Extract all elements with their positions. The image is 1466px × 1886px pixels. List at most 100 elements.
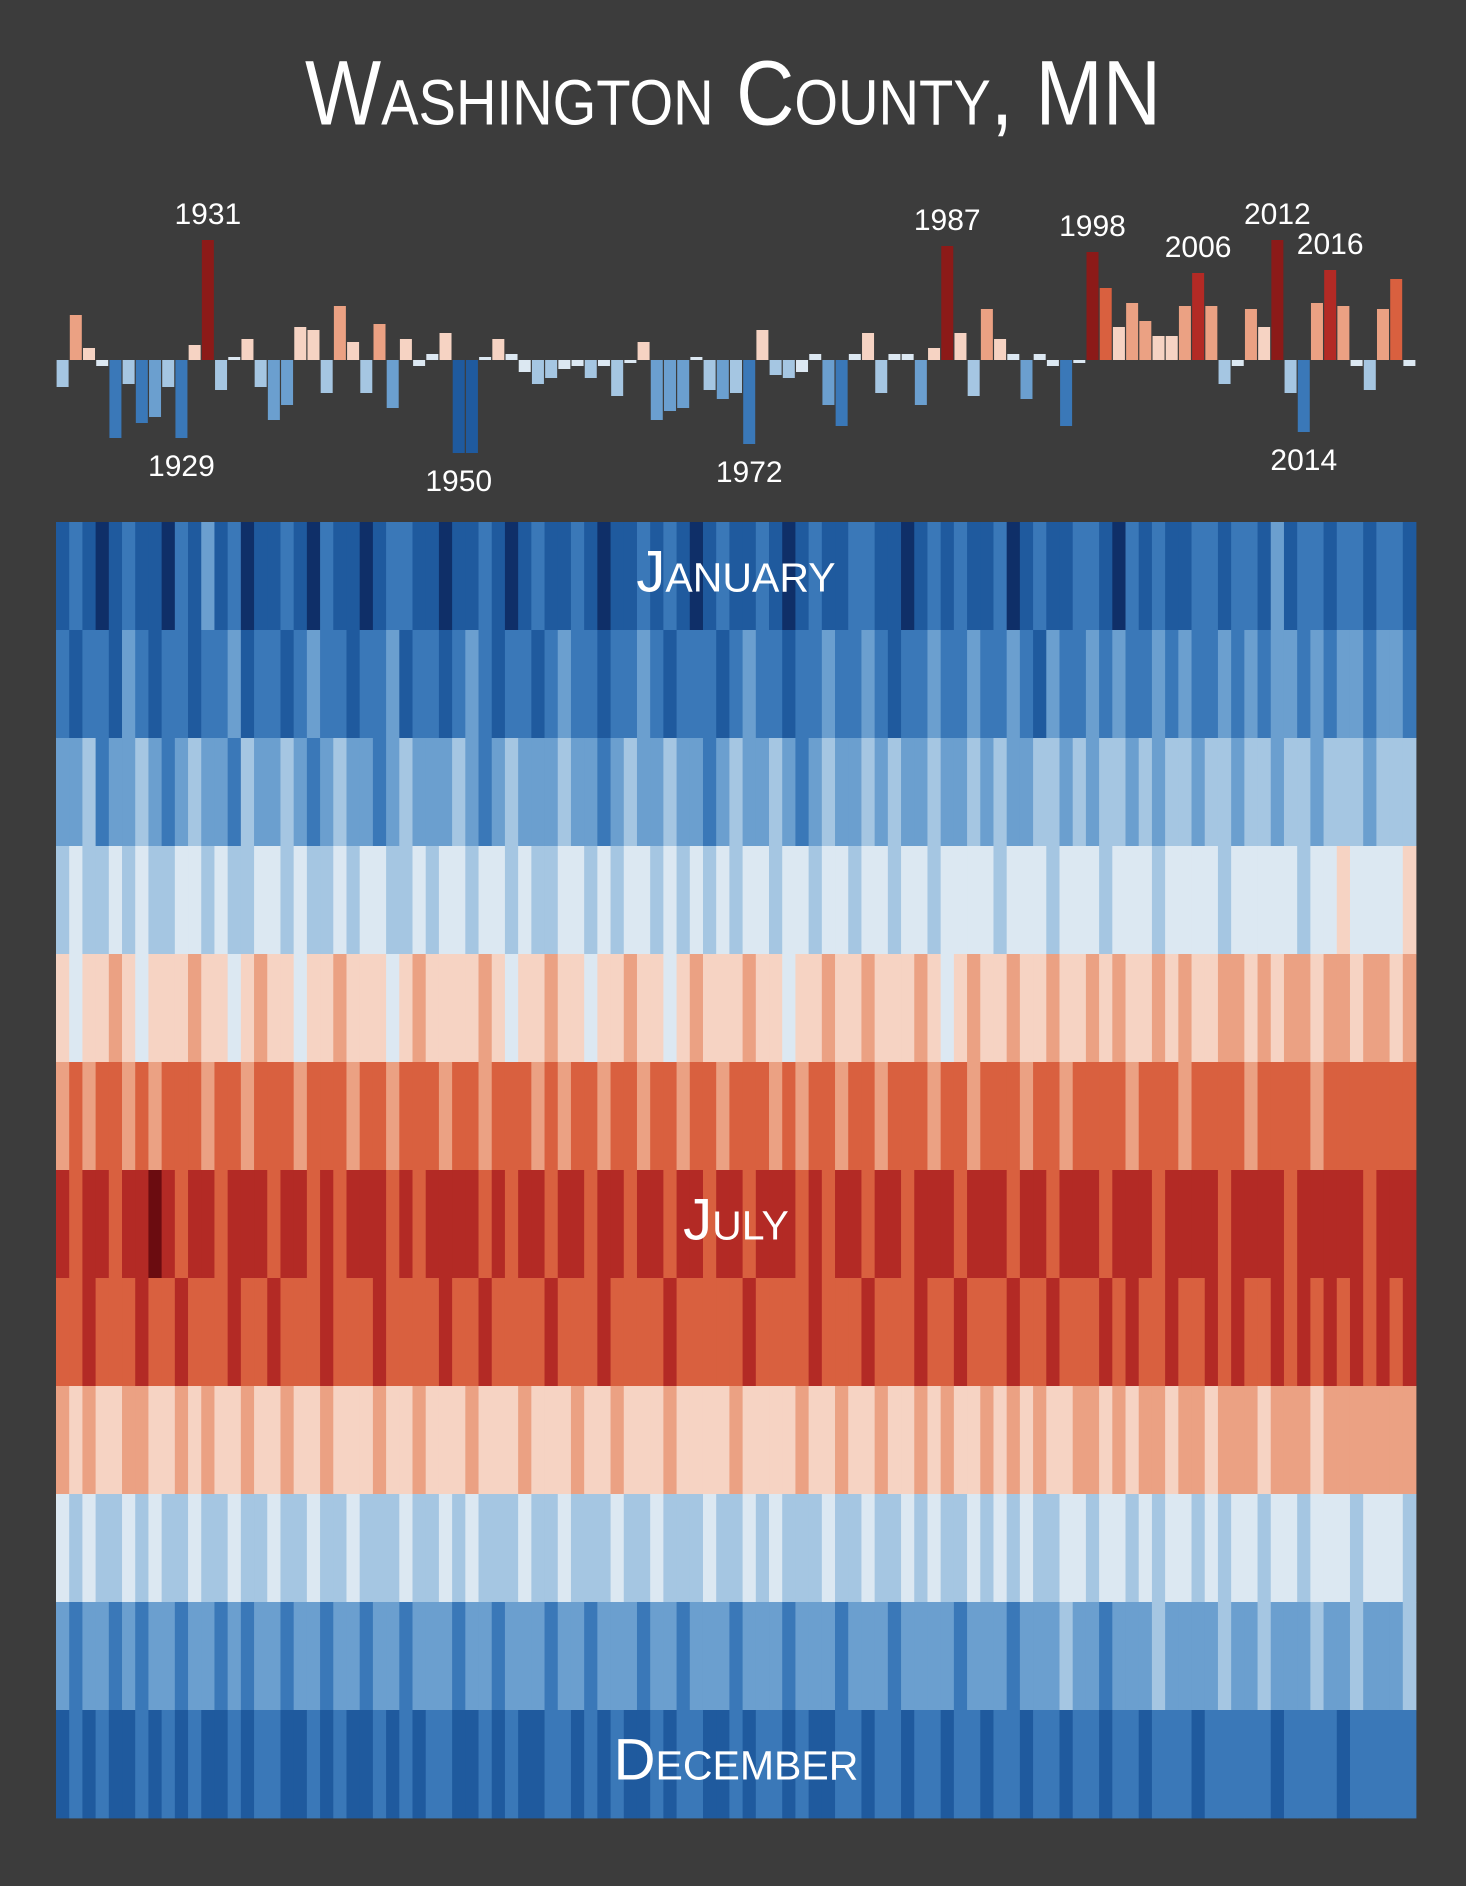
heatmap-cell [254, 1710, 268, 1819]
heatmap-cell [901, 1278, 915, 1387]
heatmap-cell [372, 1602, 387, 1711]
heatmap-cell [346, 1170, 361, 1279]
bar [1403, 360, 1416, 366]
heatmap-cell [1125, 1602, 1140, 1711]
heatmap-cell [56, 1602, 70, 1711]
heatmap-cell [1323, 1710, 1338, 1819]
heatmap-cell [1231, 1602, 1245, 1711]
heatmap-cell [1019, 1386, 1034, 1495]
heatmap-cell [293, 1278, 308, 1387]
heatmap-cell [584, 1710, 598, 1819]
heatmap-cell [636, 630, 651, 739]
month-label: July [683, 1187, 789, 1252]
heatmap-cell [742, 1170, 757, 1279]
heatmap-cell [518, 1278, 532, 1387]
heatmap-cell [452, 1278, 466, 1387]
heatmap-cell [967, 1278, 981, 1387]
heatmap-cell [122, 1602, 136, 1711]
heatmap-cell [848, 1278, 862, 1387]
heatmap-cell [901, 630, 915, 739]
heatmap-cell [1191, 630, 1206, 739]
heatmap-cell [729, 1494, 744, 1603]
heatmap-cell [1099, 1278, 1113, 1387]
heatmap-cell [188, 1494, 202, 1603]
heatmap-cell [412, 954, 427, 1063]
heatmap-cell [1046, 954, 1060, 1063]
heatmap-cell [636, 522, 651, 631]
heatmap-cell [452, 1386, 466, 1495]
heatmap-cell [940, 1062, 955, 1171]
heatmap-cell [95, 522, 110, 631]
heatmap-cell [122, 954, 136, 1063]
heatmap-cell [240, 954, 255, 1063]
bar [56, 360, 69, 387]
heatmap-cell [333, 630, 347, 739]
heatmap-cell [122, 1710, 136, 1819]
heatmap-cell [82, 522, 97, 631]
heatmap-cell [1257, 522, 1272, 631]
heatmap-cell [240, 1602, 255, 1711]
heatmap-cell [504, 954, 519, 1063]
heatmap-cell [240, 1710, 255, 1819]
heatmap-cell [1323, 1602, 1338, 1711]
heatmap-cell [1363, 522, 1377, 631]
heatmap-cell [1138, 1494, 1153, 1603]
heatmap-cell [95, 1278, 110, 1387]
heatmap-cell [953, 1062, 968, 1171]
heatmap-cell [544, 954, 559, 1063]
heatmap-cell [953, 846, 968, 955]
heatmap-cell [386, 1710, 400, 1819]
heatmap-cell [56, 1278, 70, 1387]
heatmap-cell [1099, 630, 1113, 739]
heatmap-cell [821, 522, 836, 631]
heatmap-cell [1283, 1062, 1298, 1171]
heatmap-cell [914, 1386, 928, 1495]
heatmap-cell [1178, 1278, 1192, 1387]
heatmap-cell [967, 846, 981, 955]
heatmap-cell [1270, 522, 1285, 631]
heatmap-cell [940, 630, 955, 739]
heatmap-cell [1257, 1278, 1272, 1387]
heatmap-cell [1059, 1278, 1074, 1387]
heatmap-cell [372, 954, 387, 1063]
heatmap-cell [927, 954, 942, 1063]
heatmap-cell [716, 1170, 730, 1279]
heatmap-cell [1204, 1062, 1219, 1171]
heatmap-cell [518, 1062, 532, 1171]
heatmap-cell [161, 522, 176, 631]
heatmap-cell [452, 1710, 466, 1819]
heatmap-cell [1046, 1278, 1060, 1387]
heatmap-cell [663, 1602, 677, 1711]
heatmap-cell [293, 1170, 308, 1279]
heatmap-cell [610, 1170, 625, 1279]
heatmap-cell [874, 1278, 889, 1387]
bar [294, 327, 307, 360]
heatmap-cell [557, 1278, 572, 1387]
heatmap-cell [769, 1278, 783, 1387]
heatmap-cell [980, 1386, 994, 1495]
heatmap-cell [1204, 846, 1219, 955]
heatmap-cell [861, 846, 876, 955]
heatmap-cell [504, 522, 519, 631]
heatmap-cell [716, 1386, 730, 1495]
heatmap-cell [359, 630, 374, 739]
heatmap-cell [980, 1602, 994, 1711]
heatmap-cell [1165, 1062, 1179, 1171]
heatmap-cell [306, 1494, 321, 1603]
heatmap-cell [953, 1710, 968, 1819]
heatmap-cell [1323, 1278, 1338, 1387]
heatmap-cell [425, 738, 440, 847]
heatmap-cell [320, 1062, 334, 1171]
heatmap-cell [1310, 846, 1324, 955]
heatmap-cell [1059, 1386, 1074, 1495]
heatmap-cell [1270, 1602, 1285, 1711]
heatmap-cell [584, 522, 598, 631]
heatmap-cell [1297, 1710, 1311, 1819]
heatmap-cell [1363, 738, 1377, 847]
bar [597, 360, 610, 366]
heatmap-cell [346, 1278, 361, 1387]
heatmap-cell [1099, 954, 1113, 1063]
heatmap-cell [755, 1170, 770, 1279]
heatmap-cell [584, 954, 598, 1063]
heatmap-cell [1204, 1278, 1219, 1387]
